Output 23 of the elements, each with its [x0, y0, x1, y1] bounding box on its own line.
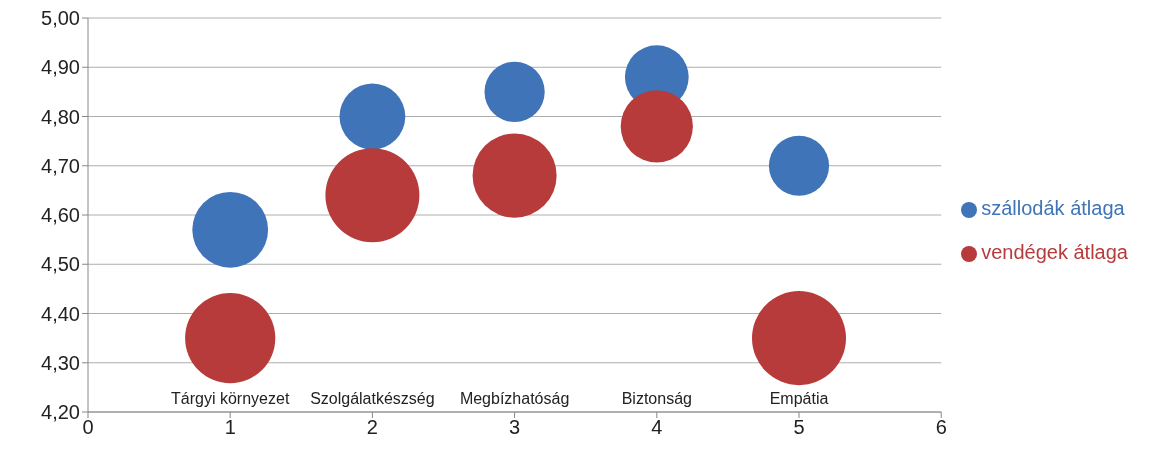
y-tick-label: 4,50: [41, 253, 80, 276]
y-tick-label: 4,90: [41, 56, 80, 79]
annotation: Biztonság: [621, 390, 692, 407]
legend-label: szállodák átlaga: [981, 197, 1125, 219]
annotation: Empátia: [769, 390, 829, 407]
y-tick-label: 5,00: [41, 7, 80, 30]
y-tick-label: 4,40: [41, 302, 80, 325]
annotation: Tárgyi környezet: [171, 390, 290, 407]
x-tick-label: 6: [935, 416, 947, 439]
y-tick-label: 4,60: [41, 204, 80, 227]
x-tick-label: 1: [224, 416, 236, 439]
y-tick-label: 4,70: [41, 154, 80, 177]
x-tick-label: 5: [793, 416, 805, 439]
y-tick-label: 4,80: [41, 105, 80, 128]
legend-label: vendégek átlaga: [981, 241, 1128, 263]
y-tick-label: 4,20: [41, 401, 80, 424]
x-tick-label: 2: [366, 416, 378, 439]
x-tick-label: 4: [651, 416, 663, 439]
y-tick-label: 4,30: [41, 351, 80, 374]
x-tick-label: 3: [509, 416, 521, 439]
annotation: Szolgálatkészség: [310, 390, 435, 407]
annotation: Megbízhatóság: [459, 390, 570, 407]
x-tick-label: 0: [82, 416, 94, 439]
